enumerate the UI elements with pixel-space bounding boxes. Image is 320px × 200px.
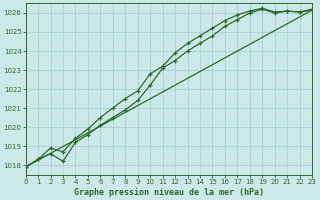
X-axis label: Graphe pression niveau de la mer (hPa): Graphe pression niveau de la mer (hPa) (74, 188, 264, 197)
